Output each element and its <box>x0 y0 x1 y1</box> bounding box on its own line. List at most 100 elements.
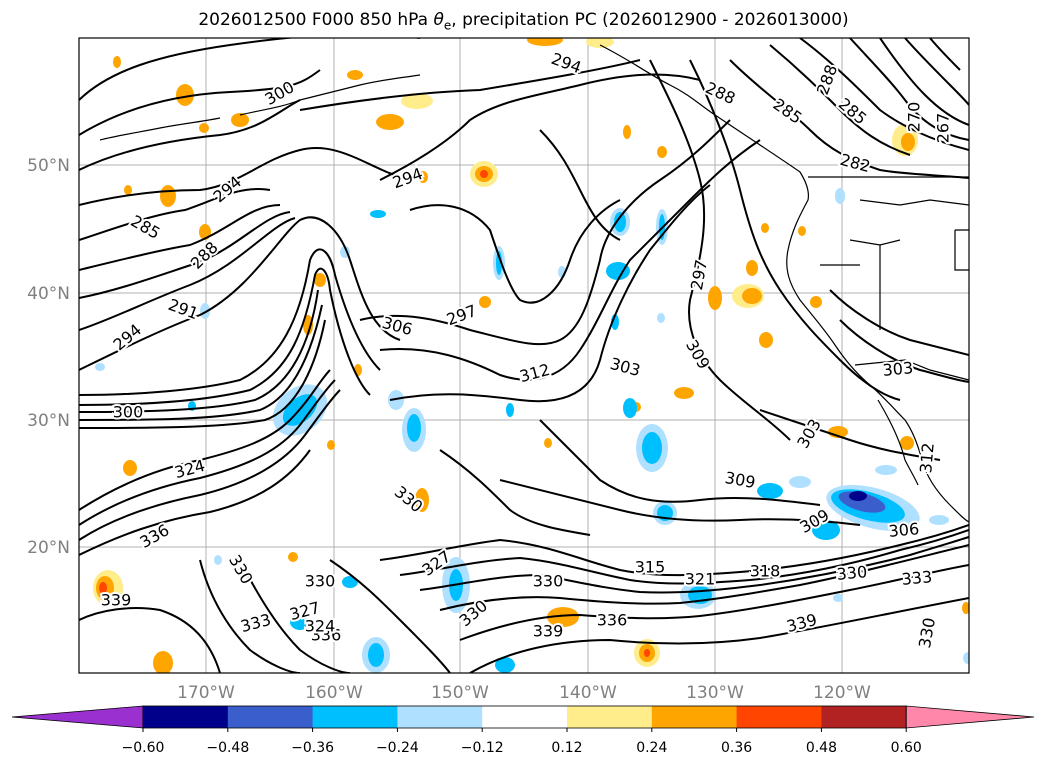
precip-positive-area <box>376 114 404 130</box>
precip-positive-area <box>123 460 137 476</box>
precip-positive-area <box>160 185 176 207</box>
contour-line <box>79 147 411 206</box>
precip-positive-area <box>415 488 429 512</box>
contour-line <box>79 99 301 171</box>
contour-line <box>399 529 969 585</box>
contour-line <box>829 289 969 356</box>
precip-positive-area <box>900 436 914 450</box>
colorbar-frame <box>142 705 907 729</box>
contour-line <box>539 419 821 506</box>
colorbar-tick-label: 0.12 <box>551 740 582 756</box>
lat-tick-label: 40°N <box>27 284 70 304</box>
border-state <box>859 199 969 206</box>
contour-line <box>199 559 301 673</box>
contour-line <box>79 389 341 541</box>
contour-line <box>79 379 336 526</box>
map-frame <box>78 37 970 674</box>
precip-positive-area <box>761 223 769 233</box>
colorbar-tick-label: 0.24 <box>636 740 667 756</box>
contour-line <box>849 38 969 141</box>
precip-negative-area <box>606 262 630 280</box>
contour-line <box>79 38 420 101</box>
colorbar-tick-label: −0.12 <box>461 740 504 756</box>
contour-label: 336 <box>597 611 628 630</box>
contour-line <box>409 199 621 304</box>
coastline-aleutians-west <box>99 117 221 141</box>
contour-line <box>79 248 381 396</box>
contour-label: 339 <box>533 622 564 641</box>
contour-label: 330 <box>533 572 564 591</box>
contour-line <box>439 544 969 611</box>
precip-positive-area <box>527 38 563 46</box>
contour-line <box>729 59 969 179</box>
colorbar-tick-label: 0.60 <box>891 740 922 756</box>
precip-negative-area <box>407 414 421 442</box>
contour-label: 270 <box>905 102 924 133</box>
contour-line <box>839 319 969 383</box>
contour-line <box>79 304 323 421</box>
coastline-aleutians <box>239 74 421 116</box>
precip-negative-area <box>614 212 626 232</box>
contour-label: 303 <box>882 358 914 380</box>
contour-label: 315 <box>635 558 666 577</box>
contour-line <box>79 204 281 271</box>
border-us-mexico <box>854 359 969 381</box>
title-suffix: , precipitation PC (2026012900 - 2026013… <box>451 10 849 30</box>
border-state <box>954 229 969 271</box>
precip-negative-area <box>495 657 515 673</box>
precip-negative-area <box>342 576 358 588</box>
contour-line <box>929 38 961 71</box>
contour-line <box>79 369 331 511</box>
theta-e-contours <box>79 38 969 673</box>
contour-line <box>539 129 621 241</box>
precip-negative-area <box>200 303 210 319</box>
contour-line <box>239 559 351 673</box>
contour-label: 324 <box>305 617 336 636</box>
precip-positive-area <box>657 146 667 158</box>
contour-label: 330 <box>836 562 868 584</box>
precip-negative-area <box>496 251 502 275</box>
lon-tick-label: 150°W <box>431 683 489 703</box>
lat-tick-label: 30°N <box>27 411 70 431</box>
coastline-baja <box>877 399 919 486</box>
lat-axis: 50°N 40°N 30°N 20°N <box>27 156 70 558</box>
contour-line <box>469 597 969 673</box>
colorbar-swatch <box>143 706 229 728</box>
precip-negative-area <box>789 476 811 488</box>
colorbar-swatch <box>736 706 822 728</box>
contour-label: 312 <box>916 442 938 474</box>
contour-label: 291 <box>166 295 201 323</box>
precip-positive-area <box>327 440 335 450</box>
contour-line <box>499 479 861 526</box>
contour-line <box>419 536 969 594</box>
coastline-north-america <box>599 44 969 523</box>
contour-line <box>759 409 941 461</box>
colorbar-tick-label: −0.36 <box>291 740 334 756</box>
precip-negative-area <box>963 652 969 664</box>
precip-positive-area <box>153 651 173 673</box>
contour-line <box>359 119 731 346</box>
precip-negative-area <box>642 432 662 464</box>
contour-line <box>379 139 761 381</box>
colorbar-swatch <box>651 706 738 728</box>
precip-negative-area <box>506 403 514 417</box>
theta-symbol: θ <box>433 10 444 30</box>
colorbar-swatch <box>312 706 398 728</box>
precip-positive-area <box>708 286 722 310</box>
precip-negative-area <box>214 555 222 565</box>
lon-tick-label: 160°W <box>305 683 363 703</box>
lat-tick-label: 20°N <box>27 538 70 558</box>
contour-line <box>389 184 711 403</box>
colorbar-tick-label: −0.60 <box>122 740 165 756</box>
map-panel <box>79 38 969 673</box>
colorbar-tick-label: −0.24 <box>376 740 419 756</box>
precip-positive-area <box>798 226 806 236</box>
precip-positive-area <box>99 582 107 594</box>
precip-positive-area <box>418 171 428 183</box>
contour-line <box>79 267 371 406</box>
contour-line <box>79 607 221 673</box>
contour-line <box>79 319 326 429</box>
precip-negative-area <box>657 313 665 323</box>
precip-negative-area <box>849 491 867 501</box>
colorbar-swatch <box>227 706 314 728</box>
